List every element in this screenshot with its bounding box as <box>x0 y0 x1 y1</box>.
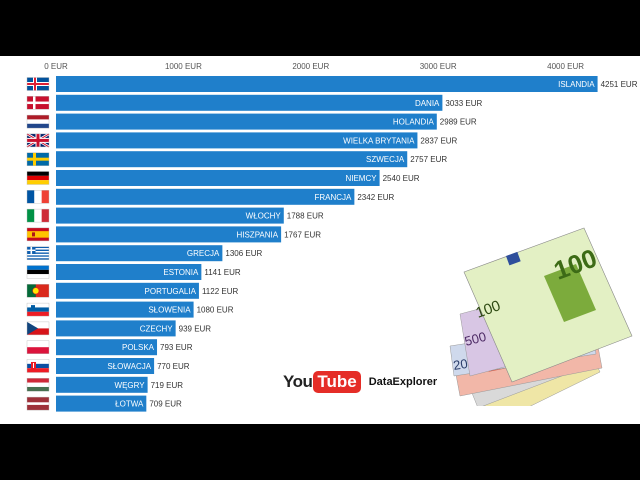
chart-frame: 0 EUR 1000 EUR 2000 EUR 3000 EUR 4000 EUR ISL… <box>0 56 640 424</box>
bar <box>56 207 284 224</box>
bar-category-label: FRANCJA <box>314 193 352 202</box>
x-tick-label: 1000 EUR <box>165 62 202 71</box>
bar-value-label: 770 EUR <box>157 362 190 371</box>
banknote-100: 100 100 <box>463 227 633 383</box>
estonia-flag-icon <box>26 265 50 279</box>
bar <box>56 245 223 262</box>
youtube-logo-box: Tube <box>313 371 361 393</box>
bar-category-label: WŁOCHY <box>246 212 282 221</box>
bar <box>56 264 202 280</box>
bar-category-label: SZWECJA <box>366 155 405 164</box>
x-tick-label: 3000 EUR <box>420 62 457 71</box>
banknote-20-label: 20 <box>452 356 469 373</box>
bar-category-label: POLSKA <box>122 343 155 352</box>
bar-value-label: 3033 EUR <box>445 99 482 108</box>
bar-value-label: 4251 EUR <box>601 80 638 89</box>
bar <box>56 170 380 186</box>
bar-value-label: 2342 EUR <box>357 193 394 202</box>
bar-value-label: 1767 EUR <box>284 230 321 239</box>
channel-name: DataExplorer <box>368 376 438 388</box>
brand-watermark: You Tube DataExplorer <box>283 370 437 394</box>
bar <box>56 301 194 318</box>
portugal-flag-icon <box>26 284 50 298</box>
bar-value-label: 939 EUR <box>179 324 212 333</box>
bar <box>56 376 148 393</box>
latvia-flag-icon <box>26 396 50 411</box>
bar-value-label: 2837 EUR <box>420 136 457 145</box>
bar-value-label: 1080 EUR <box>197 306 234 315</box>
bar-value-label: 1306 EUR <box>225 249 262 258</box>
denmark-flag-icon <box>26 96 50 110</box>
bar-chart: 0 EUR 1000 EUR 2000 EUR 3000 EUR 4000 EUR ISL… <box>26 62 638 412</box>
bar-category-label: PORTUGALIA <box>145 287 197 296</box>
france-flag-icon <box>26 190 50 204</box>
youtube-logo-text: You <box>283 372 313 391</box>
bar-value-label: 1788 EUR <box>287 212 324 221</box>
bar-value-label: 1122 EUR <box>202 287 239 296</box>
bar-category-label: HOLANDIA <box>393 118 435 127</box>
x-tick-label: 2000 EUR <box>292 62 329 71</box>
uk-flag-icon <box>26 132 50 149</box>
bar-category-label: CZECHY <box>140 324 174 333</box>
bar-category-label: ESTONIA <box>163 268 199 277</box>
sweden-flag-icon <box>26 152 50 166</box>
bar <box>56 358 155 374</box>
slovenia-flag-icon <box>26 302 50 317</box>
spain-flag-icon <box>26 227 50 242</box>
bar <box>56 188 355 205</box>
bar-category-label: ŁOTWA <box>115 400 144 409</box>
bar-value-label: 719 EUR <box>151 381 184 390</box>
x-tick-label: 4000 EUR <box>547 62 584 71</box>
bar <box>56 320 176 337</box>
bar <box>56 339 158 356</box>
greece-flag-icon <box>26 246 50 260</box>
italy-flag-icon <box>26 208 50 223</box>
bar-category-label: DANIA <box>415 99 440 108</box>
bar <box>56 113 437 130</box>
bar <box>56 395 147 412</box>
bar <box>56 76 598 92</box>
bar-value-label: 1141 EUR <box>204 268 241 277</box>
bar-category-label: WĘGRY <box>115 381 146 390</box>
bar-category-label: HISZPANIA <box>236 230 278 239</box>
germany-flag-icon <box>26 171 50 185</box>
bar-value-label: 793 EUR <box>160 343 193 352</box>
czechia-flag-icon <box>26 321 50 336</box>
netherlands-flag-icon <box>26 114 50 129</box>
euro-banknotes-icon: 200 5 10 20 500 100 100 <box>449 227 633 406</box>
bar <box>56 94 443 111</box>
bar-value-label: 709 EUR <box>149 400 182 409</box>
banknote-500-label: 500 <box>463 329 488 349</box>
bar-value-label: 2757 EUR <box>410 155 447 164</box>
slovakia-flag-icon <box>26 359 50 373</box>
bar-category-label: GRECJA <box>187 249 220 258</box>
bar-category-label: SŁOWACJA <box>107 362 151 371</box>
bar-category-label: SŁOWENIA <box>148 306 191 315</box>
bar-category-label: NIEMCY <box>345 174 377 183</box>
poland-flag-icon <box>26 340 50 354</box>
bar-value-label: 2989 EUR <box>440 118 477 127</box>
bar <box>56 226 282 243</box>
iceland-flag-icon <box>26 77 50 91</box>
bar <box>56 132 418 149</box>
bar <box>56 151 408 168</box>
x-tick-label: 0 EUR <box>44 62 68 71</box>
bar-category-label: WIELKA BRYTANIA <box>343 136 415 145</box>
bar-value-label: 2540 EUR <box>383 174 420 183</box>
bar <box>56 282 199 299</box>
bar-category-label: ISLANDIA <box>558 80 595 89</box>
hungary-flag-icon <box>26 378 50 392</box>
